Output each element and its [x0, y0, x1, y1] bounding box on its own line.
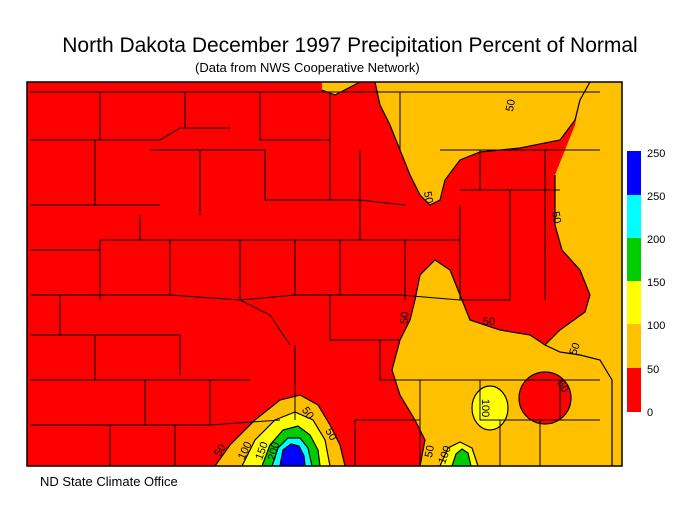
- legend-label-top: 250: [647, 148, 665, 160]
- region-above-250: [280, 444, 305, 466]
- contour-label: 50: [567, 341, 582, 357]
- region-50-100-northeast: [322, 82, 622, 466]
- contour-200-south: [271, 437, 313, 467]
- contour-150-sc: [451, 448, 472, 467]
- county-boundaries: [26, 81, 623, 467]
- legend-swatch-200-250: [627, 195, 641, 238]
- region-100-150-east: [472, 386, 508, 430]
- contour-150-south: [261, 425, 321, 467]
- state-border: [26, 81, 623, 467]
- contour-label: 50: [322, 426, 339, 443]
- contour-label: 150: [253, 440, 271, 461]
- legend-label: 150: [647, 277, 665, 289]
- contour-100-sc: [439, 441, 479, 467]
- region-150-200-sc: [452, 449, 471, 466]
- legend: 250 250 200 150 100 50 0: [627, 148, 665, 419]
- contour-label: 50: [554, 378, 571, 395]
- region-below-50-spot: [519, 372, 571, 424]
- legend-label: 200: [647, 234, 665, 246]
- contour-50-spot: [518, 371, 572, 425]
- contour-label: 50: [399, 311, 412, 324]
- footer-credit: ND State Climate Office: [40, 474, 178, 489]
- contour-label: 200: [266, 441, 282, 462]
- legend-label: 100: [647, 320, 665, 332]
- contour-lines: [214, 81, 613, 467]
- contour-label: 50: [483, 316, 495, 328]
- contour-50-northeast: [374, 81, 591, 206]
- map-subtitle: (Data from NWS Cooperative Network): [195, 60, 420, 75]
- legend-label: 250: [647, 191, 665, 203]
- contour-50-lower-east: [544, 344, 613, 466]
- contour-label: 100: [436, 444, 454, 465]
- contour-label: 50: [212, 442, 229, 459]
- contour-100-east: [471, 385, 509, 431]
- legend-label: 50: [647, 364, 659, 376]
- contour-label: 50: [549, 210, 563, 224]
- legend-swatch-50-100: [627, 324, 641, 368]
- legend-swatch-150-200: [627, 238, 641, 281]
- contour-label: 50: [423, 444, 437, 458]
- legend-swatch-below-50: [627, 368, 641, 412]
- contour-label: 100: [479, 399, 491, 417]
- contour-label: 50: [421, 190, 435, 204]
- contour-250-south: [279, 443, 306, 467]
- region-50-100-upper: [375, 82, 590, 205]
- legend-label: 0: [647, 407, 653, 419]
- legend-swatch-100-150: [627, 281, 641, 324]
- legend-swatch-above-250: [627, 151, 641, 195]
- contour-label: 50: [504, 98, 518, 112]
- contour-50-south: [214, 394, 346, 467]
- contour-label: 50: [299, 405, 316, 422]
- map-title: North Dakota December 1997 Precipitation…: [62, 34, 638, 57]
